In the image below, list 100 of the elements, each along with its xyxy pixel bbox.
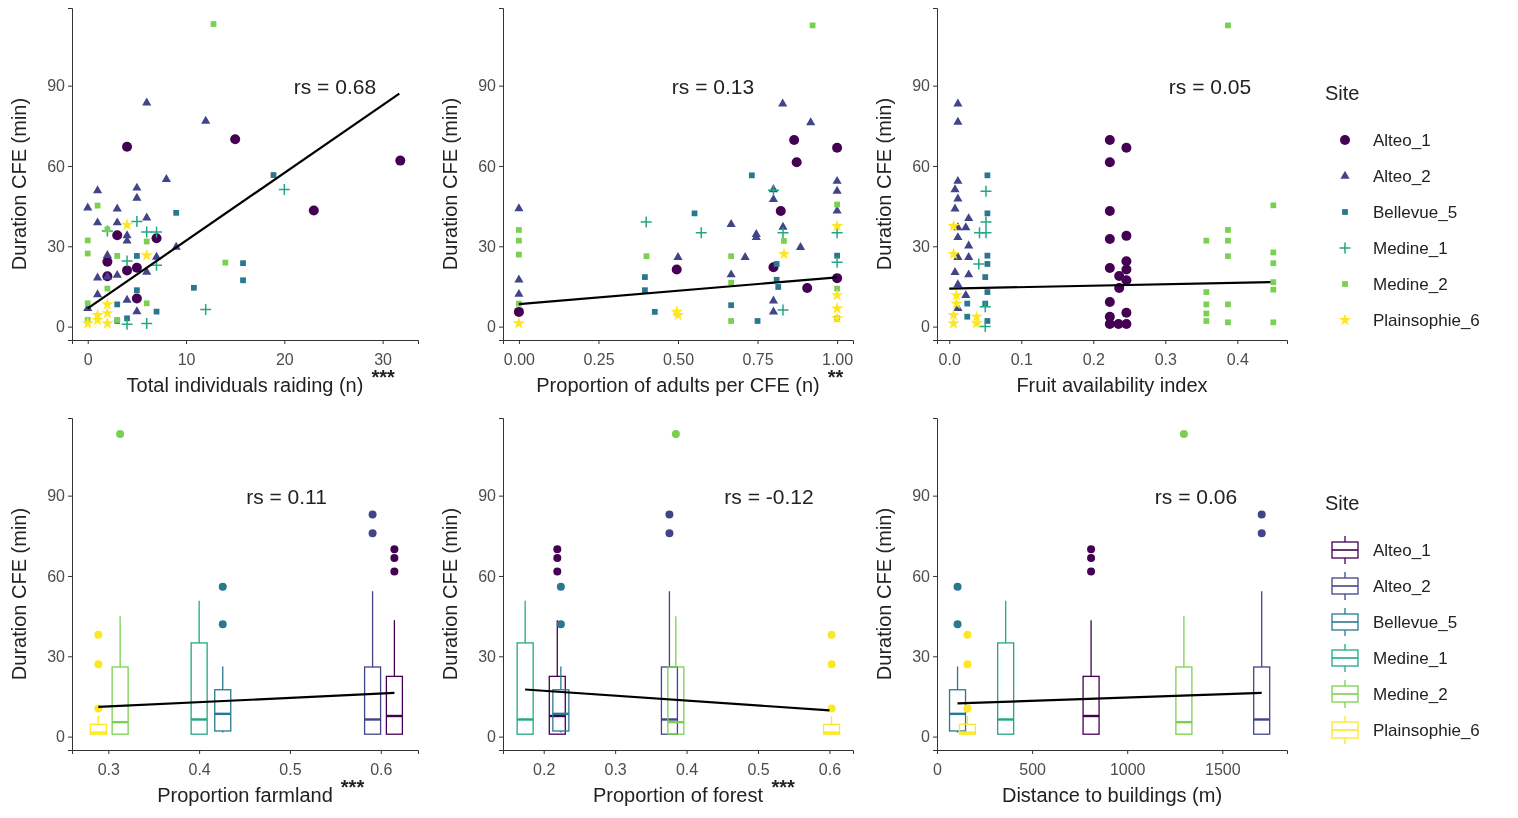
x-tick-label: 0.6	[370, 760, 393, 778]
point	[953, 175, 963, 184]
x-tick-label: 0.2	[533, 760, 556, 778]
point	[140, 225, 153, 239]
legend-label: Alteo_1	[1373, 541, 1431, 560]
point	[748, 172, 755, 179]
point	[830, 311, 844, 324]
point	[150, 259, 163, 272]
point	[1270, 249, 1277, 256]
y-tick-label: 60	[912, 567, 931, 585]
point	[84, 237, 91, 244]
annotation: rs = 0.13	[671, 74, 755, 98]
y-tick-label: 0	[487, 728, 497, 746]
point	[1203, 310, 1210, 317]
y-tick-label: 60	[912, 157, 931, 175]
x-tick-label: 0.6	[818, 760, 842, 778]
y-axis-title: Duration CFE (min)	[8, 507, 30, 681]
point	[970, 310, 983, 323]
point	[210, 21, 217, 27]
point	[950, 288, 963, 301]
x-tick-label: 0.3	[97, 760, 121, 778]
point	[984, 210, 991, 217]
point	[114, 301, 121, 308]
y-tick-label: 90	[912, 77, 931, 95]
point	[984, 172, 991, 179]
point	[953, 279, 963, 288]
point	[514, 288, 524, 297]
point	[832, 142, 843, 153]
point	[132, 182, 142, 191]
point	[953, 232, 963, 241]
text: **	[827, 366, 844, 388]
point	[961, 222, 971, 231]
point	[92, 289, 103, 298]
point	[151, 233, 162, 244]
y-tick-label: 0	[921, 318, 931, 336]
point	[1114, 271, 1125, 282]
point	[776, 226, 790, 239]
x-tick-label: 0.3	[1154, 350, 1178, 368]
point	[947, 308, 960, 321]
point	[201, 115, 211, 124]
point	[173, 209, 180, 216]
legend-label: Medine_2	[1373, 275, 1448, 294]
point	[101, 306, 114, 319]
point	[777, 247, 791, 260]
x-tick-label: 1500	[1205, 760, 1241, 778]
point	[102, 250, 112, 259]
y-axis-title: Duration CFE (min)	[439, 97, 461, 271]
x-axis-title: Proportion of forest	[592, 784, 764, 806]
point	[1104, 157, 1115, 168]
point	[1225, 237, 1231, 244]
point	[1270, 319, 1277, 326]
point	[84, 250, 91, 257]
point	[726, 219, 736, 227]
point	[1121, 142, 1132, 153]
x-axis-title: Proportion of adults per CFE (n)	[536, 374, 820, 396]
point	[964, 213, 974, 222]
x-tick-label: 0.4	[188, 760, 211, 778]
point	[651, 309, 658, 315]
x-tick-label: 1.00	[822, 350, 854, 368]
y-tick-label: 90	[478, 487, 497, 505]
point	[953, 193, 963, 202]
point	[514, 203, 524, 212]
point	[781, 238, 787, 244]
point	[953, 116, 963, 125]
point	[1104, 262, 1115, 273]
point	[133, 253, 140, 259]
y-axis-title: Duration CFE (min)	[8, 97, 30, 271]
point	[972, 257, 986, 271]
point	[1104, 135, 1115, 145]
point	[830, 256, 844, 269]
point	[114, 253, 121, 259]
point	[122, 294, 132, 303]
point	[199, 303, 212, 316]
point	[1270, 279, 1277, 286]
point	[740, 251, 750, 260]
point	[1121, 264, 1132, 275]
point	[142, 212, 152, 221]
x-axis-title: Fruit availability index	[1016, 374, 1208, 396]
legend-label: Medine_1	[1373, 239, 1448, 258]
x-tick-label: 0	[83, 350, 93, 368]
point	[950, 297, 963, 309]
point	[950, 184, 960, 193]
y-tick-label: 60	[478, 567, 497, 585]
point	[728, 302, 735, 309]
x-tick-label: 10	[177, 350, 196, 368]
point	[961, 290, 971, 298]
y-axis-title: Duration CFE (min)	[873, 97, 895, 271]
y-tick-label: 0	[56, 318, 66, 336]
point	[122, 265, 133, 276]
y-tick-label: 90	[47, 487, 66, 505]
point	[222, 259, 229, 266]
point	[101, 316, 114, 329]
point	[1104, 234, 1115, 245]
point	[1225, 253, 1231, 260]
point	[122, 141, 133, 152]
point	[133, 287, 140, 294]
point	[516, 227, 522, 233]
point	[806, 117, 816, 126]
x-tick-label: 0.2	[1082, 350, 1105, 368]
legend-title: Site	[1325, 82, 1360, 104]
